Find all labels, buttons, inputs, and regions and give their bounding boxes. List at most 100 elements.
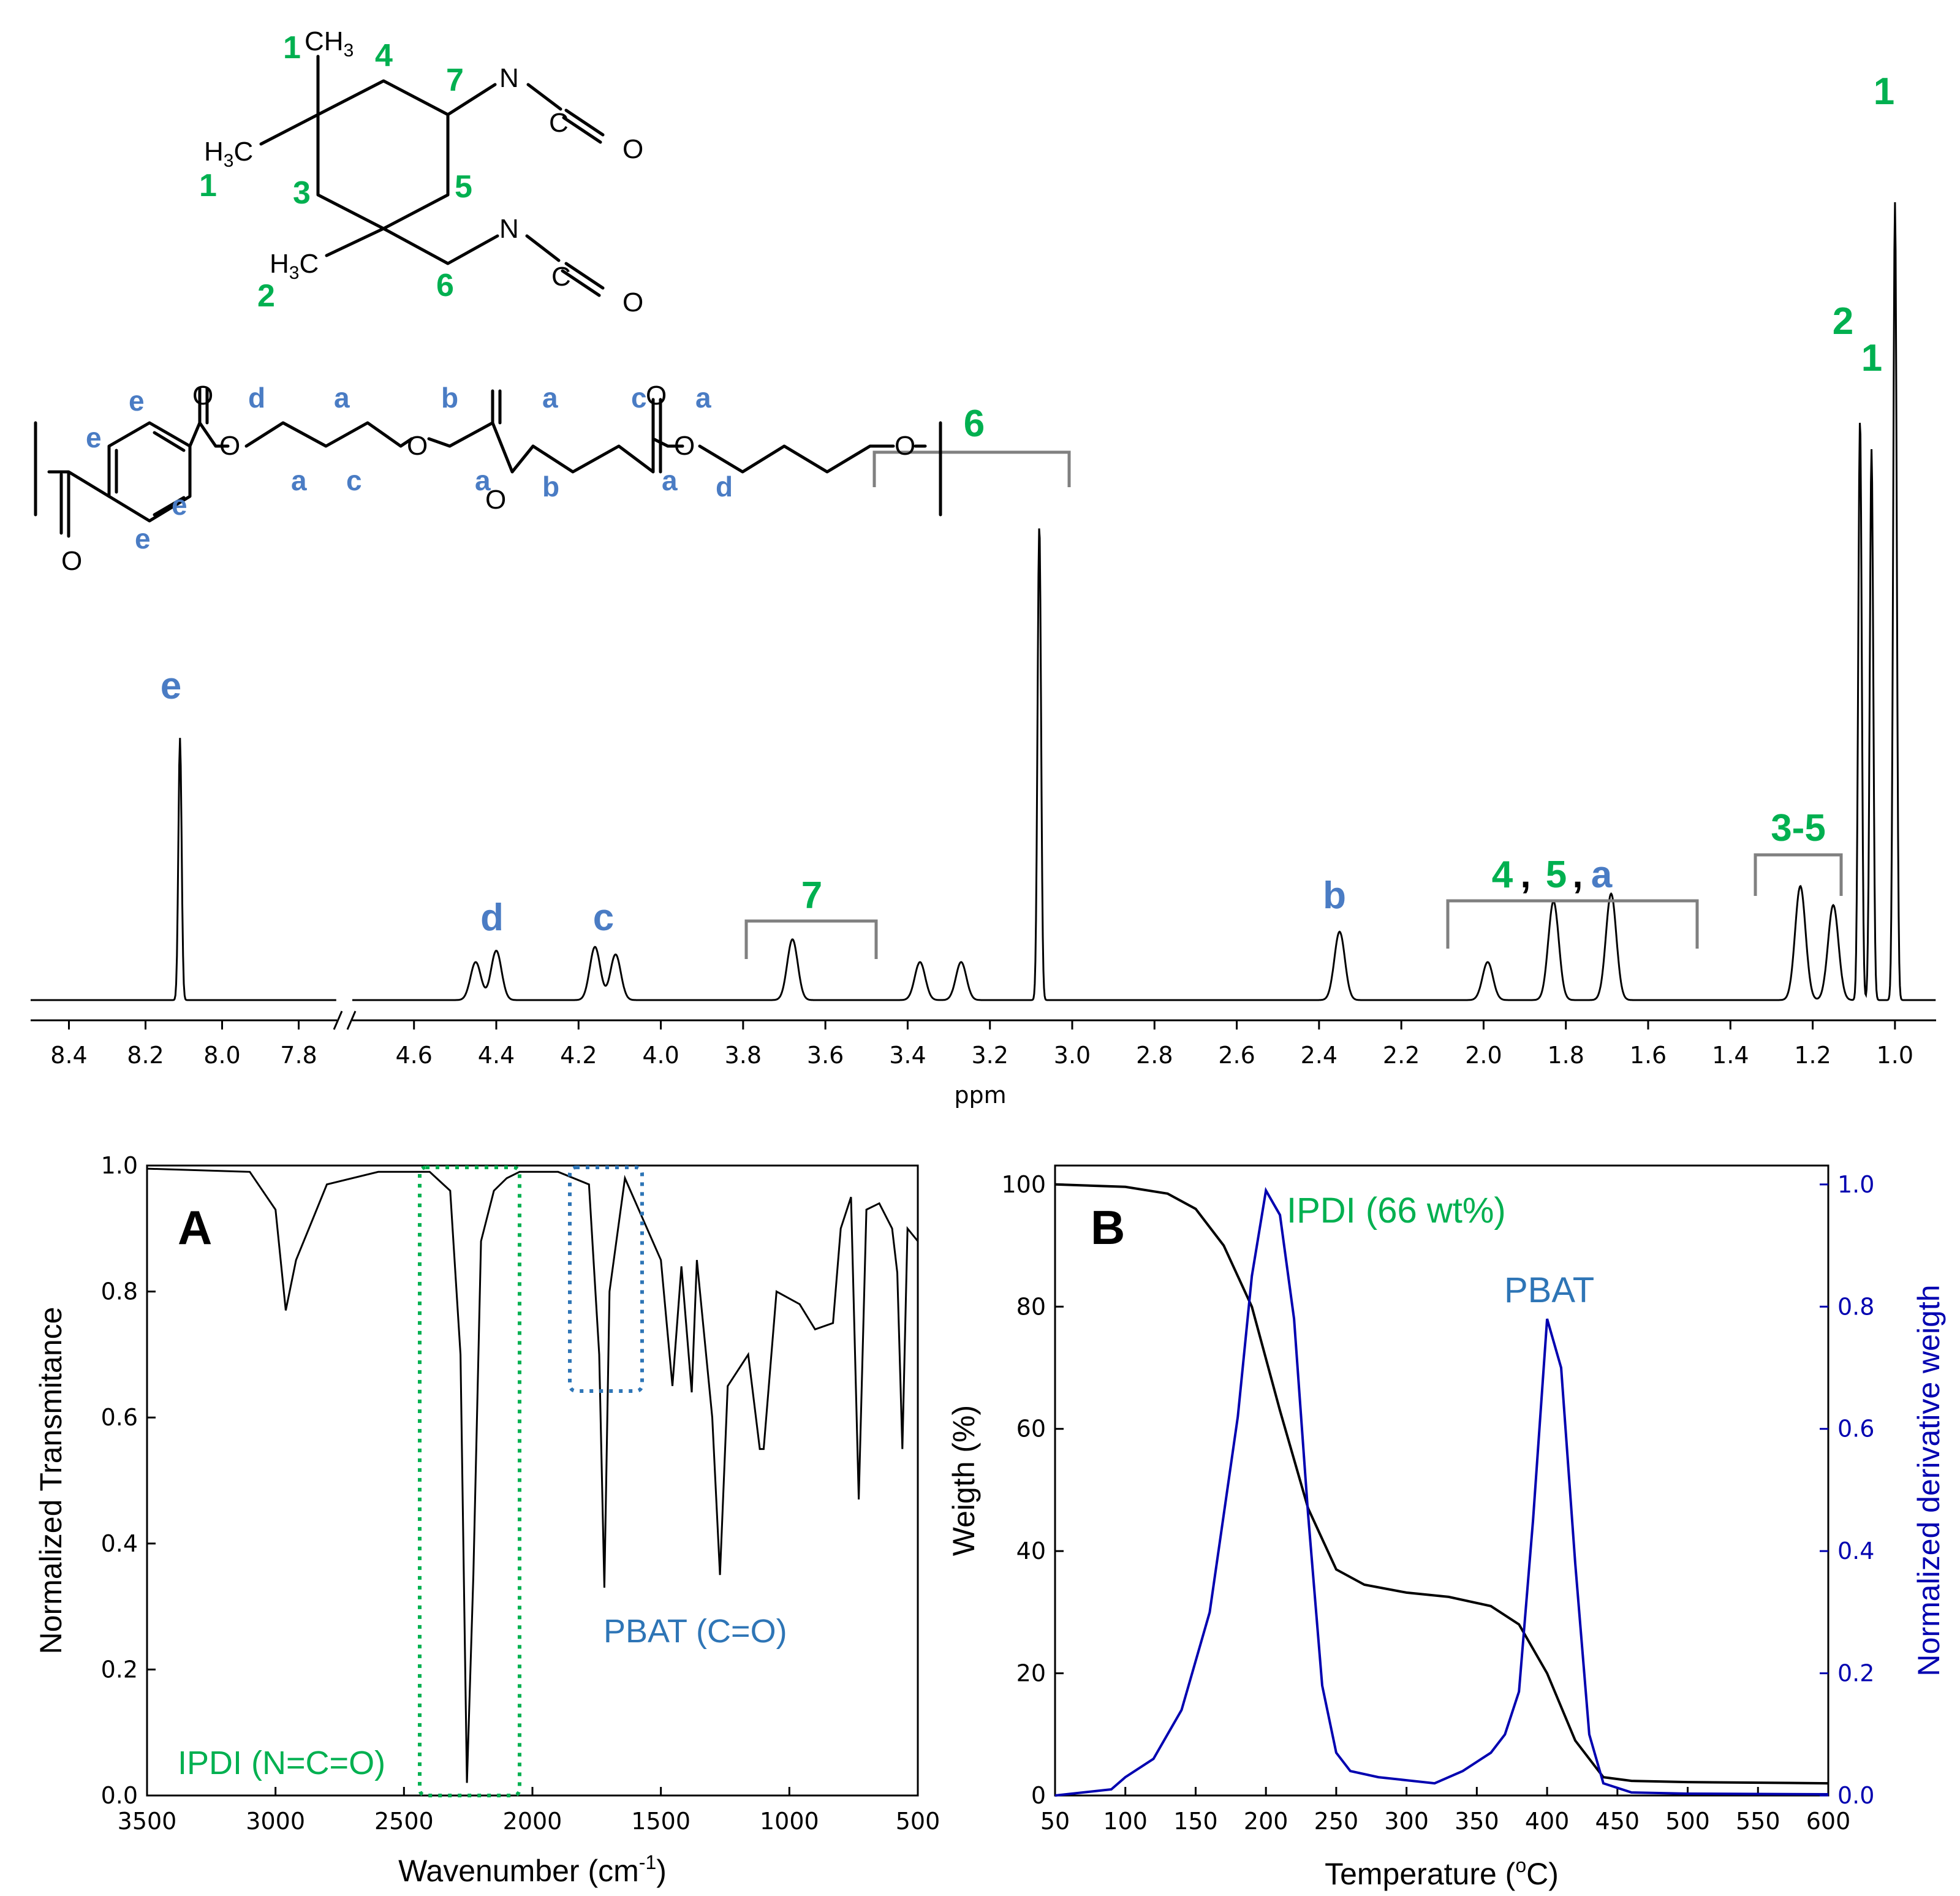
ipdi-pos-1-top: 1	[283, 30, 301, 66]
pbat-o4: O	[485, 485, 506, 515]
pbat-o3: O	[407, 431, 428, 461]
peak-label-7: 7	[801, 874, 822, 917]
tga-x-tick-label: 350	[1455, 1808, 1499, 1835]
pbat-label-a4: a	[542, 382, 558, 414]
bracket-peak-4-5-a	[1446, 899, 1699, 949]
ftir-x-axis-label: Wavenumber (cm-1)	[398, 1851, 667, 1888]
nmr-spectrum-line	[31, 202, 1936, 1001]
tga-x-tick-label: 450	[1595, 1808, 1640, 1835]
nmr-tick-label: 4.0	[642, 1042, 679, 1069]
pbat-chain-bonds	[34, 387, 942, 538]
pbat-label-c1: c	[346, 465, 362, 496]
peak-label-5: 5	[1546, 854, 1567, 896]
tga-y-left-tick-label: 80	[1016, 1293, 1046, 1320]
ipdi-pos-3: 3	[293, 175, 311, 211]
peak-label-e: e	[161, 665, 181, 707]
ipdi-pos-5: 5	[455, 169, 472, 205]
ipdi-ch3-bottom: H3C	[270, 249, 319, 283]
ipdi-pos-1-left: 1	[199, 168, 217, 203]
peak-label-2: 2	[1833, 300, 1853, 343]
nmr-tick-label: 2.8	[1136, 1042, 1173, 1069]
pbat-o7: O	[895, 431, 915, 461]
peak-label-comma-1: ,	[1520, 854, 1531, 896]
tga-annot-ipdi: IPDI (66 wt%)	[1287, 1191, 1506, 1231]
nmr-tick-label: 8.2	[127, 1042, 164, 1069]
pbat-label-e2: e	[129, 385, 145, 417]
tga-y-left-tick-label: 60	[1016, 1416, 1046, 1443]
pbat-label-d1: d	[248, 382, 265, 414]
pbat-label-e1: e	[86, 422, 102, 453]
tga-x-tick-label: 200	[1244, 1808, 1288, 1835]
tga-x-tick-label: 550	[1736, 1808, 1780, 1835]
tga-tick-group: 50 100 150 200 250 300 350 400 450 500 550 600 0 20 40…	[1001, 1171, 1874, 1835]
ftir-y-tick-label: 0.8	[101, 1278, 138, 1305]
nmr-tick-label: 2.0	[1465, 1042, 1502, 1069]
ftir-y-tick-label: 0.0	[101, 1782, 138, 1809]
ipdi-c-top: C	[549, 108, 569, 138]
ftir-plot-frame	[146, 1164, 919, 1797]
bracket-peak-7	[744, 919, 878, 959]
nmr-tick-label: 7.8	[280, 1042, 317, 1069]
ftir-x-tick-label: 3500	[118, 1808, 177, 1835]
bracket-peak-6	[872, 450, 1071, 487]
ipdi-o-top: O	[622, 134, 643, 164]
ipdi-ch3-left: H3C	[204, 137, 253, 171]
ipdi-ch3-top: CH3	[305, 26, 354, 61]
tga-y-axis-label-left: Weigth (%)	[947, 1405, 981, 1556]
pbat-label-a5: a	[695, 382, 711, 414]
ftir-x-tick-label: 2000	[503, 1808, 562, 1835]
ftir-annot-pbat: PBAT (C=O)	[604, 1613, 787, 1650]
pbat-o1: O	[192, 381, 213, 411]
nmr-tick-label: 2.6	[1218, 1042, 1255, 1069]
bracket-peak-3-5	[1754, 853, 1843, 896]
ftir-pbat-box	[568, 1166, 644, 1393]
tga-y-right-tick-label: 0.6	[1837, 1416, 1874, 1443]
tga-plot-frame	[1054, 1164, 1829, 1797]
nmr-tick-label: 4.2	[560, 1042, 597, 1069]
ftir-x-tick-label: 2500	[374, 1808, 434, 1835]
pbat-o2: O	[219, 431, 240, 461]
tga-y-left-tick-label: 100	[1001, 1171, 1046, 1198]
ftir-y-tick-label: 0.2	[101, 1656, 138, 1683]
ipdi-bonds	[259, 55, 605, 297]
ipdi-structure: CH3 H3C H3C N C O N C O 1 1 2 3 4 5 6 7	[199, 26, 643, 317]
ftir-y-axis-label: Normalized Transmitance	[34, 1307, 68, 1655]
ipdi-c-bottom: C	[551, 262, 571, 292]
tga-y-left-tick-label: 40	[1016, 1538, 1046, 1564]
pbat-label-b1: b	[441, 382, 458, 414]
pbat-benzene-ring	[107, 421, 192, 523]
nmr-tick-label: 1.6	[1630, 1042, 1667, 1069]
pbat-o5: O	[646, 381, 667, 411]
tga-y-right-tick-label: 0.8	[1837, 1293, 1874, 1320]
tga-x-tick-label: 500	[1665, 1808, 1710, 1835]
peak-label-c: c	[593, 897, 614, 939]
pbat-label-c2: c	[631, 382, 647, 414]
tga-y-left-tick-label: 20	[1016, 1660, 1046, 1687]
ftir-y-tick-label: 1.0	[101, 1152, 138, 1179]
nmr-tick-label: 2.4	[1301, 1042, 1338, 1069]
ipdi-pos-4: 4	[375, 38, 393, 74]
peak-label-4-5-a: 4 , 5 , a	[1492, 854, 1613, 896]
ftir-x-tick-label: 3000	[246, 1808, 305, 1835]
tga-x-tick-label: 300	[1384, 1808, 1429, 1835]
ftir-ipdi-box	[418, 1166, 521, 1797]
ipdi-ring	[316, 79, 450, 230]
ipdi-n-top: N	[499, 63, 519, 93]
nmr-axis-break	[333, 1011, 357, 1030]
tga-x-tick-label: 150	[1173, 1808, 1218, 1835]
peak-label-a: a	[1591, 854, 1613, 896]
ipdi-pos-7: 7	[446, 63, 464, 98]
ftir-y-tick-label: 0.6	[101, 1404, 138, 1431]
tga-y-right-tick-label: 0.4	[1837, 1538, 1874, 1564]
pbat-label-a2: a	[291, 465, 307, 496]
tga-weight-line	[1054, 1183, 1829, 1785]
tga-x-tick-label: 600	[1806, 1808, 1851, 1835]
ipdi-o-bottom: O	[622, 287, 643, 317]
tga-x-tick-label: 400	[1525, 1808, 1570, 1835]
nmr-tick-label: 2.2	[1383, 1042, 1420, 1069]
pbat-label-e4: e	[135, 523, 151, 555]
tga-y-right-tick-label: 0.2	[1837, 1660, 1874, 1687]
ipdi-pos-2: 2	[257, 278, 275, 314]
peak-label-6: 6	[964, 403, 985, 445]
